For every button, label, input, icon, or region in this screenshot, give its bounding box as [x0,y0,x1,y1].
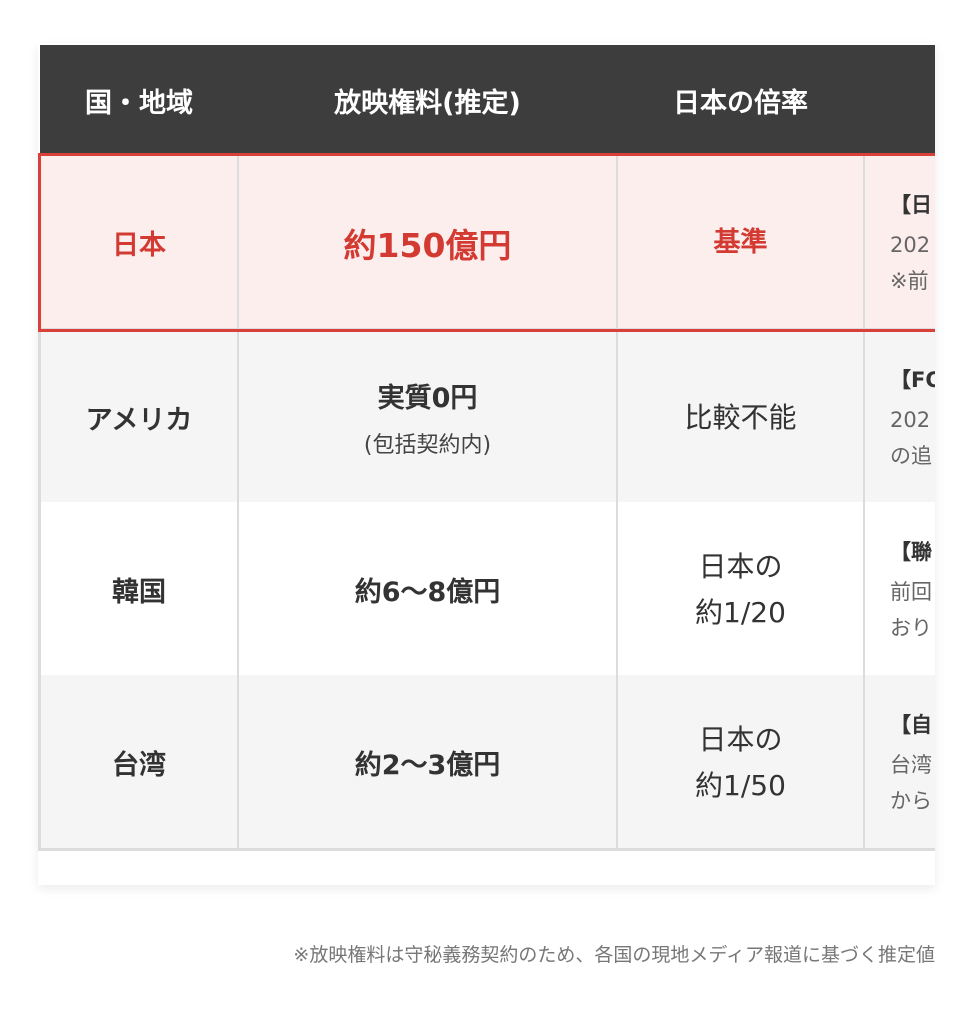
fee-cell: 実質0円 (包括契約内) [238,330,617,505]
country: 韓国 [112,577,166,608]
detail: 202 [890,232,931,257]
highlight-border [38,153,935,332]
fee-cell: 約150億円 [238,155,617,330]
divider [38,155,41,850]
detail: の追 [890,443,932,468]
ratio: 約1/50 [695,768,786,802]
detail: 【自 [890,712,932,737]
fee-note: (包括契約内) [363,433,492,458]
divider [616,675,618,850]
ratio: 基準 [713,226,768,258]
divider [616,330,618,505]
detail: 【FO [890,367,935,392]
country: 日本 [112,230,166,261]
fee: 約150億円 [343,225,512,265]
fee: 実質0円 [377,383,478,414]
table: 国・地域 放映権料(推定) 日本の倍率日本 約150億円 基準 【日 202 ※前アメリカ 実質… [38,43,935,885]
row-bg [40,502,935,677]
detail: おり [890,615,932,640]
divider [237,675,239,850]
ratio-cell: 比較不能 [617,330,864,505]
fee-cell: 約2〜3億円 [238,675,617,850]
ratio-cell: 日本の約1/20 [617,502,864,677]
detail: 【聯 [890,539,932,564]
ratio-cell: 日本の約1/50 [617,675,864,850]
country: 台湾 [112,750,166,781]
divider [863,155,865,330]
detail-cell: 【FO 202 の追 [864,330,935,505]
row-bg [40,155,935,330]
divider [863,330,865,505]
detail: ※前 [890,268,929,293]
row-bg [40,675,935,850]
divider [237,502,239,677]
divider [616,502,618,677]
divider [863,675,865,850]
detail: から [890,788,932,813]
fee: 約6〜8億円 [354,577,501,608]
detail-cell: 【日 202 ※前 [864,155,935,330]
country: アメリカ [85,405,193,436]
detail-cell: 【聯 前回 おり [864,502,935,677]
header-cell: 日本の倍率 [673,87,808,119]
divider [616,155,618,330]
ratio: 日本の [698,549,783,583]
fee: 約2〜3億円 [354,750,501,781]
divider [863,502,865,677]
detail: 台湾 [890,752,932,777]
detail: 【日 [890,192,932,217]
divider [38,848,935,851]
footnote: ※放映権料は守秘義務契約のため、各国の現地メディア報道に基づく推定値 [293,944,935,966]
fee-cell: 約6〜8億円 [238,502,617,677]
header-cell: 国・地域 [85,87,193,119]
row-bg [40,330,935,505]
detail: 202 [890,407,931,432]
ratio: 比較不能 [684,400,797,434]
divider [237,155,239,330]
ratio: 約1/20 [695,595,786,629]
detail: 前回 [890,579,932,604]
header-cell: 放映権料(推定) [334,87,521,119]
divider [237,330,239,505]
ratio: 日本の [698,722,783,756]
ratio-cell: 基準 [617,155,864,330]
header-row [40,45,935,155]
detail-cell: 【自 台湾 から [864,675,935,850]
